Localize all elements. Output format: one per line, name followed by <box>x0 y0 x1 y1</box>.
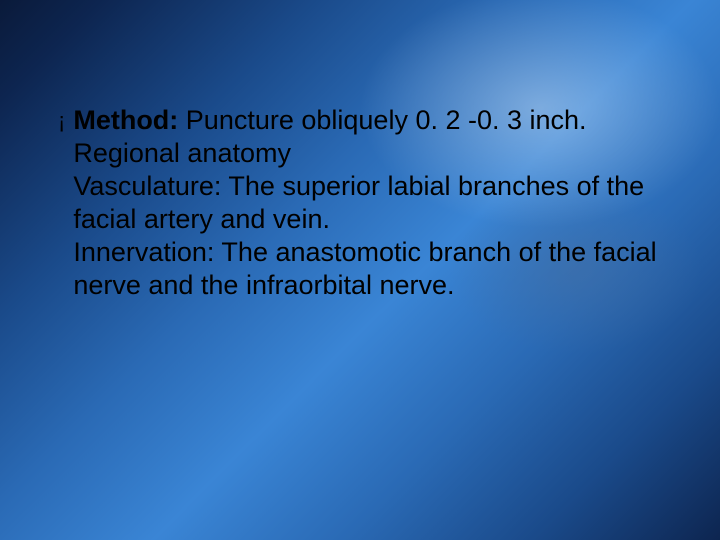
bullet-item: ¡ Method: Puncture obliquely 0. 2 -0. 3 … <box>58 104 670 302</box>
vasculature-label: Vasculature: <box>73 171 221 201</box>
vasculature-line: Vasculature: The superior labial branche… <box>73 171 644 234</box>
innervation-label: Innervation: <box>73 237 214 267</box>
slide: ¡ Method: Puncture obliquely 0. 2 -0. 3 … <box>0 0 720 540</box>
innervation-line: Innervation: The anastomotic branch of t… <box>73 237 656 300</box>
bullet-body: Method: Puncture obliquely 0. 2 -0. 3 in… <box>73 104 670 302</box>
method-line: Method: Puncture obliquely 0. 2 -0. 3 in… <box>73 105 586 135</box>
method-label: Method: <box>73 105 178 135</box>
regional-anatomy-line: Regional anatomy <box>73 138 291 168</box>
bullet-icon: ¡ <box>58 108 65 135</box>
method-text: Puncture obliquely 0. 2 -0. 3 inch. <box>178 105 586 135</box>
slide-text-block: ¡ Method: Puncture obliquely 0. 2 -0. 3 … <box>58 104 670 302</box>
